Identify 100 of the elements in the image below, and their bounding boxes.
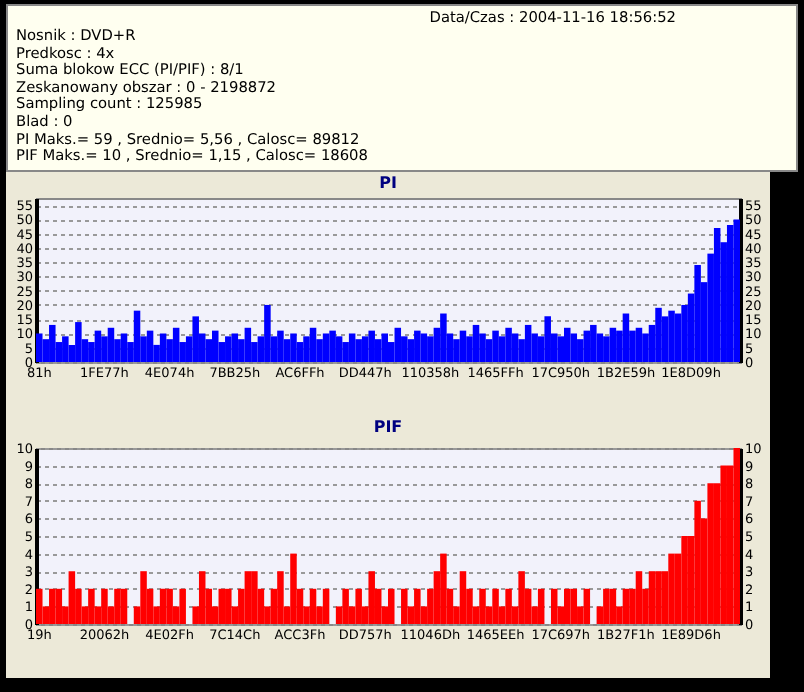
bar	[414, 330, 421, 362]
bar	[492, 588, 499, 624]
bar	[303, 336, 310, 362]
bar	[225, 336, 232, 362]
bar	[590, 324, 597, 362]
bar	[511, 333, 519, 362]
bar	[205, 339, 212, 362]
bar	[603, 588, 610, 624]
bar	[668, 553, 675, 624]
bar	[244, 571, 252, 624]
bar	[290, 333, 297, 362]
bar	[179, 588, 186, 624]
bar	[648, 571, 656, 624]
bar	[655, 571, 662, 624]
bar	[335, 336, 343, 362]
bar	[401, 588, 408, 624]
bar	[427, 336, 434, 362]
bar	[101, 588, 108, 624]
bar	[283, 339, 291, 362]
bar	[694, 265, 701, 362]
bar	[681, 536, 688, 624]
bar	[374, 339, 382, 362]
bar	[622, 313, 630, 362]
bar	[726, 225, 734, 362]
bar	[537, 588, 545, 624]
bar	[524, 324, 532, 362]
bar	[505, 327, 512, 362]
bar	[277, 330, 284, 362]
bar	[114, 588, 121, 624]
bar	[36, 333, 43, 362]
bar	[88, 588, 95, 624]
bar	[531, 333, 538, 362]
bar	[49, 324, 56, 362]
bar	[492, 330, 499, 362]
bar	[355, 339, 362, 362]
bar	[401, 336, 408, 362]
bar	[133, 310, 141, 362]
bar	[212, 330, 219, 362]
bar	[290, 553, 297, 624]
bar	[166, 588, 173, 624]
bar	[479, 588, 486, 624]
bar	[472, 324, 480, 362]
bar	[368, 571, 375, 624]
bar	[674, 313, 682, 362]
bar	[146, 330, 154, 362]
bar	[583, 588, 591, 624]
bar	[498, 336, 506, 362]
bar	[720, 465, 727, 624]
bar	[564, 588, 571, 624]
bar	[231, 333, 239, 362]
bar	[94, 330, 102, 362]
bar	[361, 336, 369, 362]
bar	[440, 313, 447, 362]
bar	[544, 316, 551, 362]
bar	[603, 336, 610, 362]
bar	[225, 588, 232, 624]
bar	[368, 330, 375, 362]
bar	[570, 588, 578, 624]
bar	[479, 333, 486, 362]
bar	[707, 483, 714, 624]
bar	[101, 336, 108, 362]
bar	[733, 219, 740, 362]
bar	[394, 327, 402, 362]
bar	[414, 588, 421, 624]
bar	[62, 336, 69, 362]
bar	[172, 327, 180, 362]
bar	[140, 571, 147, 624]
bar	[420, 333, 428, 362]
bar	[329, 330, 336, 362]
bar	[407, 339, 415, 362]
bar	[381, 333, 388, 362]
bar	[75, 322, 82, 362]
bar	[440, 553, 447, 624]
bar	[277, 571, 284, 624]
bar	[68, 571, 76, 624]
bar	[348, 333, 356, 362]
bar	[459, 330, 467, 362]
bar	[733, 448, 740, 624]
bar	[309, 588, 317, 624]
bar	[342, 588, 349, 624]
bar	[564, 327, 571, 362]
bar	[322, 333, 330, 362]
bar	[655, 307, 662, 362]
bar	[251, 571, 258, 624]
bar	[635, 571, 643, 624]
chart-title: PIF	[373, 418, 403, 436]
bar	[55, 588, 63, 624]
bar	[388, 588, 395, 624]
bar	[609, 588, 617, 624]
bar	[309, 327, 317, 362]
bar	[583, 330, 591, 362]
bar	[192, 316, 199, 362]
bar	[596, 333, 604, 362]
bar	[453, 339, 460, 362]
bar	[355, 588, 362, 624]
bar	[668, 310, 675, 362]
bar	[661, 316, 669, 362]
bar	[518, 571, 525, 624]
bar	[622, 588, 630, 624]
bar	[159, 588, 167, 624]
